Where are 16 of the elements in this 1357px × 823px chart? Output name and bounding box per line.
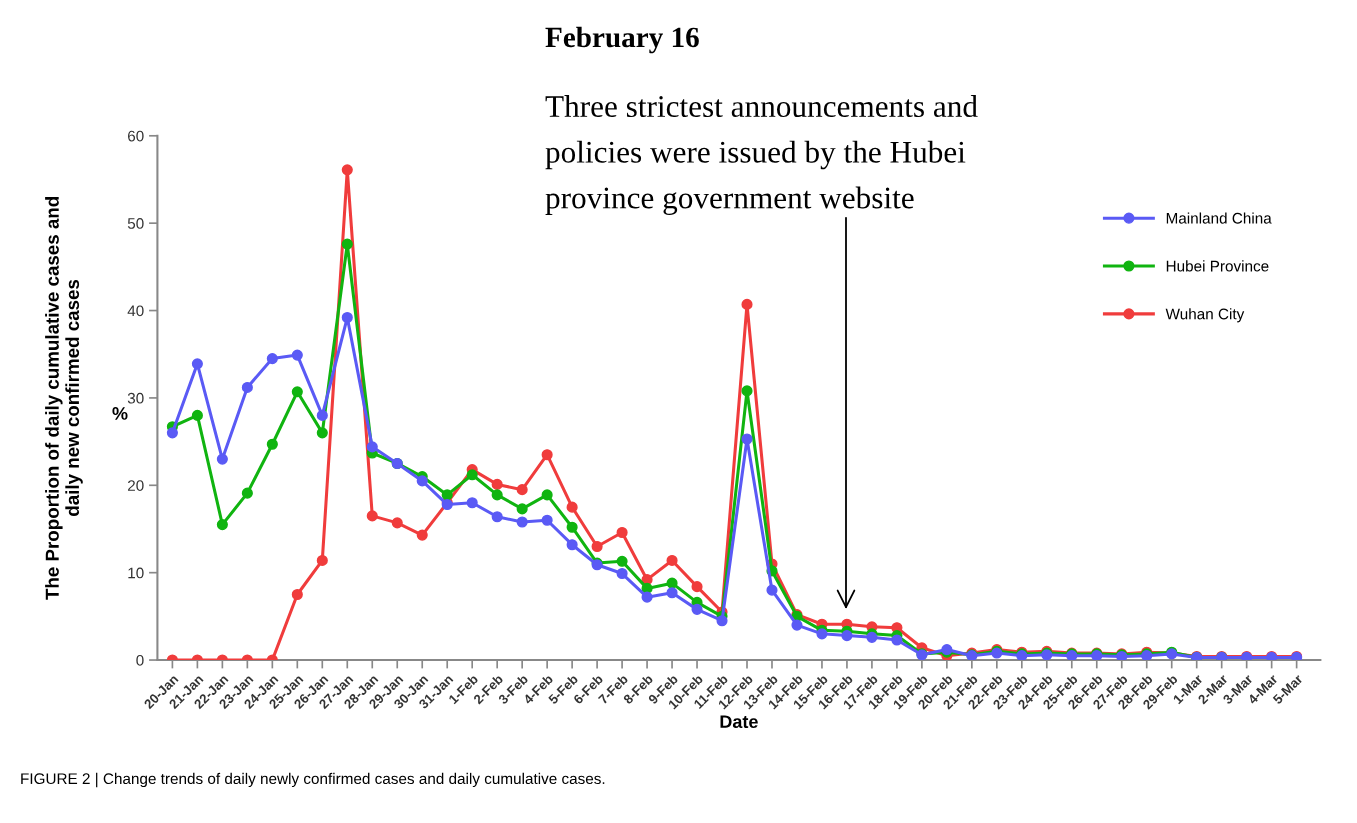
- x-axis-title: Date: [720, 715, 758, 729]
- legend-label: Hubei Province: [1166, 260, 1269, 272]
- y-tick-label: 40: [127, 305, 144, 317]
- y-tick-label: 30: [127, 392, 144, 404]
- y-tick-label: 20: [127, 480, 144, 491]
- legend-label: Wuhan City: [1165, 308, 1245, 323]
- text: February 16: [545, 26, 699, 54]
- legend-label: Mainland China: [1166, 212, 1272, 224]
- y-tick-label: 10: [128, 567, 144, 579]
- y-axis-title: The Proportion of daily cumulative cases and daily new confirmed cases: [45, 197, 83, 600]
- y-tick-label: 60: [128, 130, 144, 142]
- caption: FIGURE 2 | Change trends of daily newly confirmed cases and daily cumulative cases.: [21, 772, 605, 788]
- y-tick-label: 0: [136, 654, 144, 666]
- text: %: [112, 407, 128, 420]
- y-tick-label: 50: [127, 218, 144, 229]
- annotation: Three strictest announcements and policies were issued by the Hubei province government website: [545, 95, 978, 215]
